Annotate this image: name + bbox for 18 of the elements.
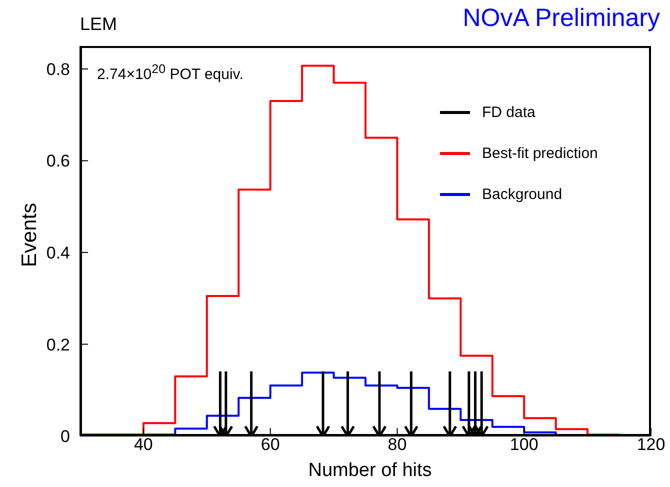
x-tick-label: 100 [510, 435, 538, 454]
legend-label: Best-fit prediction [482, 145, 598, 162]
y-tick-label: 0 [60, 427, 70, 446]
legend-label: Background [482, 186, 562, 203]
y-tick-label: 0.6 [46, 152, 70, 171]
x-axis-title: Number of hits [307, 460, 433, 482]
x-tick-label: 80 [388, 435, 407, 454]
x-tick-label: 120 [636, 435, 666, 454]
y-tick-label: 0.8 [46, 60, 70, 79]
x-tick-label: 40 [134, 435, 153, 454]
y-tick-label: 0.4 [46, 244, 70, 263]
chart-title: LEM [80, 14, 118, 35]
annotation: 2.74×10$^{20}$ POT equiv. [97, 62, 244, 83]
x-tick-label: 60 [260, 435, 280, 454]
y-axis-title: Events [18, 202, 42, 268]
legend-label: FD data [482, 104, 536, 121]
y-tick-label: 0.2 [46, 335, 70, 354]
chart-subtitle: NOvA Preliminary [462, 4, 660, 33]
